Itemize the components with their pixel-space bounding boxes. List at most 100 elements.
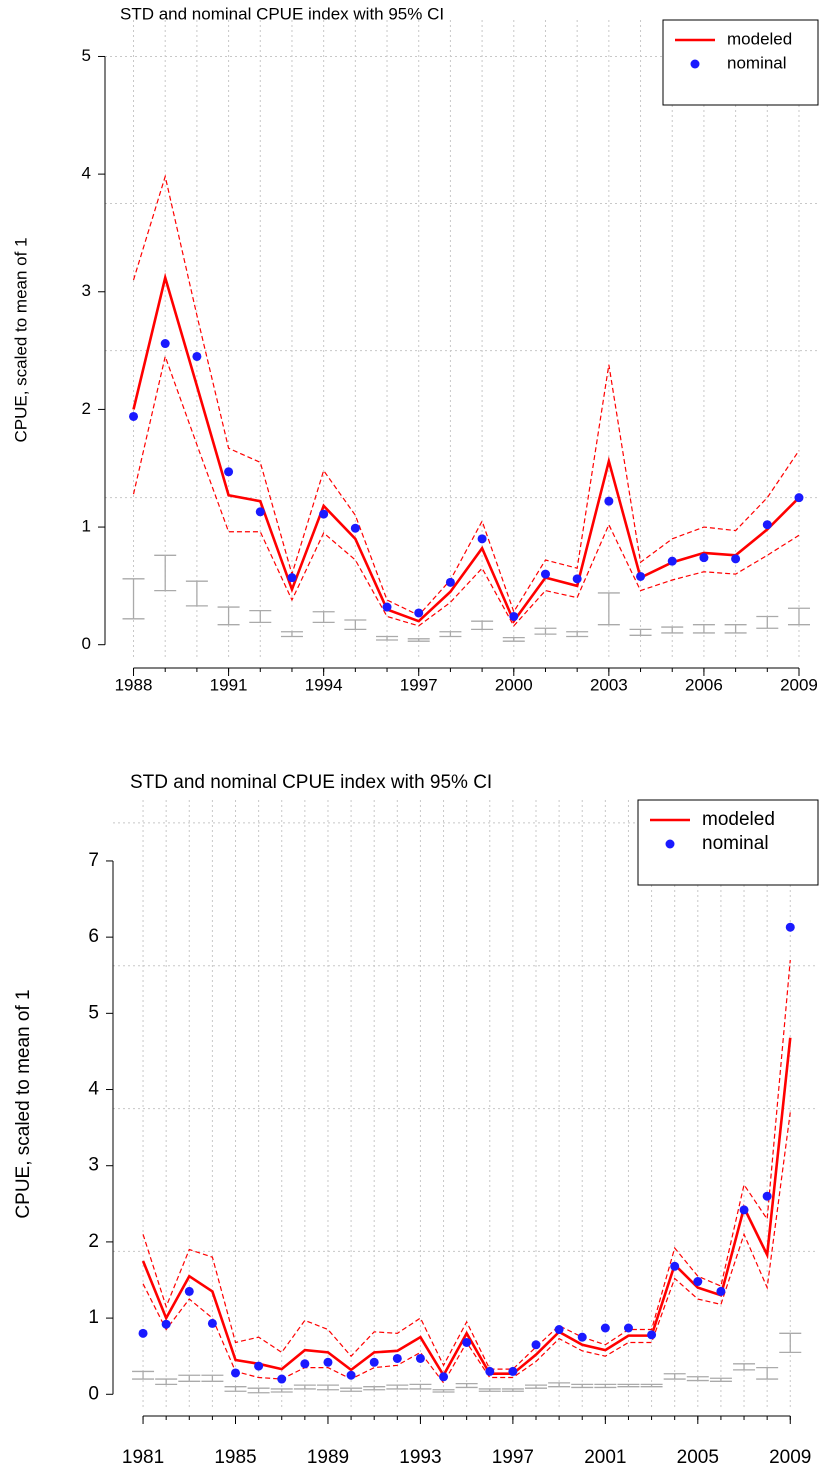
nominal-point	[462, 1337, 472, 1347]
nominal-point	[485, 1366, 495, 1376]
ci-bar	[709, 1377, 732, 1382]
x-tick-label: 1994	[305, 675, 343, 694]
ci-bar	[344, 619, 367, 631]
ci-bar	[779, 1332, 802, 1354]
ci-bar	[686, 1376, 709, 1382]
nominal-point	[509, 611, 519, 621]
x-tick-label: 2009	[769, 1447, 811, 1468]
chart-title: STD and nominal CPUE index with 95% CI	[130, 772, 492, 793]
nominal-point	[540, 569, 550, 579]
modeled-line	[132, 272, 800, 624]
y-tick-label: 3	[88, 1155, 99, 1176]
ci-bar	[534, 627, 557, 635]
nominal-point	[739, 1205, 749, 1215]
ci-bar	[724, 624, 747, 634]
ci-bar	[316, 1384, 339, 1391]
x-tick-label: 1989	[307, 1447, 349, 1468]
nominal-point	[350, 523, 360, 533]
legend-label: nominal	[727, 53, 787, 72]
ci-upper-line	[142, 959, 791, 1370]
nominal-point	[161, 1319, 171, 1329]
nominal-point	[287, 573, 297, 583]
x-tick-label: 1985	[214, 1447, 256, 1468]
nominal-point	[477, 534, 487, 544]
ci-bar	[386, 1384, 409, 1390]
ci-bar	[312, 611, 335, 624]
y-axis-label: CPUE, scaled to mean of 1	[11, 237, 30, 442]
nominal-point	[414, 608, 424, 618]
ci-bar	[293, 1384, 316, 1390]
x-tick-label: 2000	[495, 675, 533, 694]
y-tick-label: 7	[88, 850, 99, 871]
nominal-point	[160, 339, 170, 349]
ci-bar	[548, 1382, 571, 1388]
nominal-point	[762, 1191, 772, 1201]
y-tick-label: 0	[88, 1383, 99, 1404]
ci-bar	[432, 1389, 455, 1393]
nominal-point	[323, 1357, 333, 1367]
ci-bar	[247, 1387, 270, 1394]
nominal-point	[716, 1286, 726, 1296]
y-tick-label: 1	[88, 1307, 99, 1328]
chart-panel: STD and nominal CPUE index with 95% CI CP…	[13, 772, 819, 1468]
legend-label: nominal	[702, 833, 769, 854]
nominal-point	[693, 1277, 703, 1287]
x-tick-label: 2005	[677, 1447, 719, 1468]
ci-bar	[640, 1383, 663, 1388]
y-tick-label: 3	[82, 281, 91, 300]
ci-bar	[217, 606, 240, 626]
ci-bar	[340, 1387, 363, 1392]
ci-bar	[471, 620, 494, 631]
nominal-point	[445, 577, 455, 587]
nominal-point	[623, 1323, 633, 1333]
x-tick-label: 1981	[122, 1447, 164, 1468]
ci-bar	[478, 1388, 501, 1392]
nominal-point	[604, 496, 614, 506]
nominal-point	[577, 1332, 587, 1342]
nominal-point	[554, 1325, 564, 1335]
nominal-point	[277, 1374, 287, 1384]
ci-bar	[363, 1386, 386, 1391]
ci-bar	[154, 554, 177, 592]
legend: modeled nominal	[662, 19, 819, 106]
legend-label: modeled	[727, 29, 792, 48]
ci-bar	[756, 615, 779, 629]
nominal-point	[255, 507, 265, 517]
x-tick-label: 1993	[399, 1447, 441, 1468]
ci-upper-line	[132, 174, 800, 617]
nominal-point	[785, 922, 795, 932]
ci-bar	[787, 607, 810, 626]
ci-bar	[733, 1363, 756, 1371]
ci-bar	[409, 1383, 432, 1390]
x-tick-label: 2003	[590, 675, 628, 694]
y-tick-label: 1	[82, 517, 91, 536]
ci-lower-line	[132, 354, 800, 627]
ci-bar	[376, 635, 399, 641]
y-tick-label: 4	[82, 164, 91, 183]
x-tick-label: 2001	[584, 1447, 626, 1468]
x-tick-label: 1991	[210, 675, 248, 694]
ci-bar	[249, 609, 272, 624]
ci-bar	[663, 1373, 686, 1380]
nominal-point	[508, 1366, 518, 1376]
ci-bar	[501, 1388, 524, 1392]
ci-bar	[132, 1370, 155, 1380]
y-tick-label: 5	[88, 1002, 99, 1023]
nominal-point	[699, 553, 709, 563]
ci-bar	[566, 631, 589, 638]
ci-bar	[455, 1382, 478, 1389]
ci-bar	[439, 631, 462, 638]
ci-bar	[178, 1374, 201, 1382]
nominal-point	[346, 1370, 356, 1380]
nominal-point	[794, 493, 804, 503]
ci-bar	[525, 1384, 547, 1389]
legend-swatch	[690, 59, 700, 69]
y-tick-label: 2	[88, 1231, 99, 1252]
x-tick-label: 2006	[685, 675, 723, 694]
ci-bar	[597, 592, 620, 626]
ci-bar	[617, 1383, 640, 1388]
nominal-point	[531, 1340, 541, 1350]
x-tick-label: 2009	[780, 675, 818, 694]
ci-bar	[155, 1378, 178, 1386]
nominal-point	[636, 571, 646, 581]
